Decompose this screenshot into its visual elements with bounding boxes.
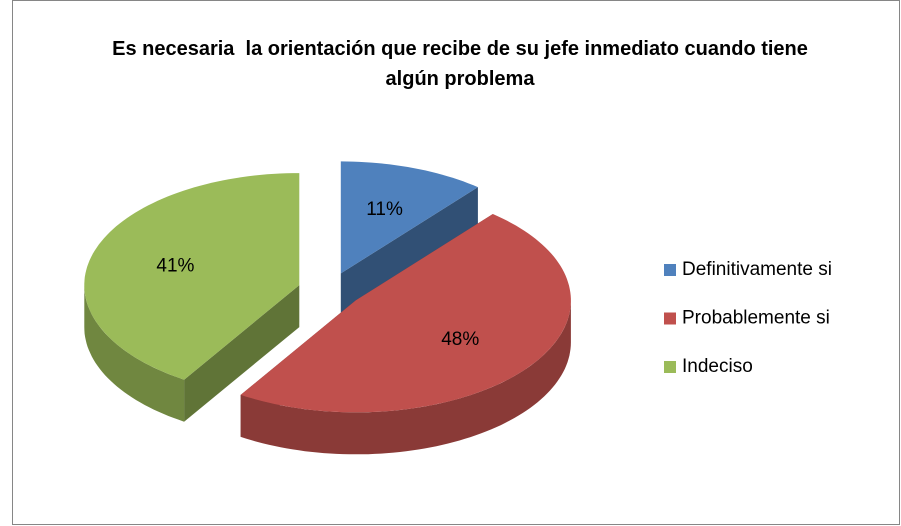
slice xyxy=(84,173,300,380)
data-label: 48% xyxy=(441,329,479,350)
slice xyxy=(240,214,571,413)
slice xyxy=(340,161,478,274)
slice-side xyxy=(340,187,478,316)
chart-title: Es necesaria la orientación que recibe d… xyxy=(112,38,814,90)
slice-side xyxy=(184,285,300,422)
legend-label: Indeciso xyxy=(682,356,753,377)
legend-swatch xyxy=(664,361,676,373)
slice-wall xyxy=(84,285,185,422)
legend-swatch xyxy=(664,264,676,276)
legend-label: Probablemente si xyxy=(682,308,830,329)
data-label: 11% xyxy=(366,199,403,220)
data-label: 41% xyxy=(156,255,194,276)
legend-swatch xyxy=(664,312,676,325)
slice-wall xyxy=(240,300,571,455)
legend-label: Definitivamente si xyxy=(682,259,832,280)
